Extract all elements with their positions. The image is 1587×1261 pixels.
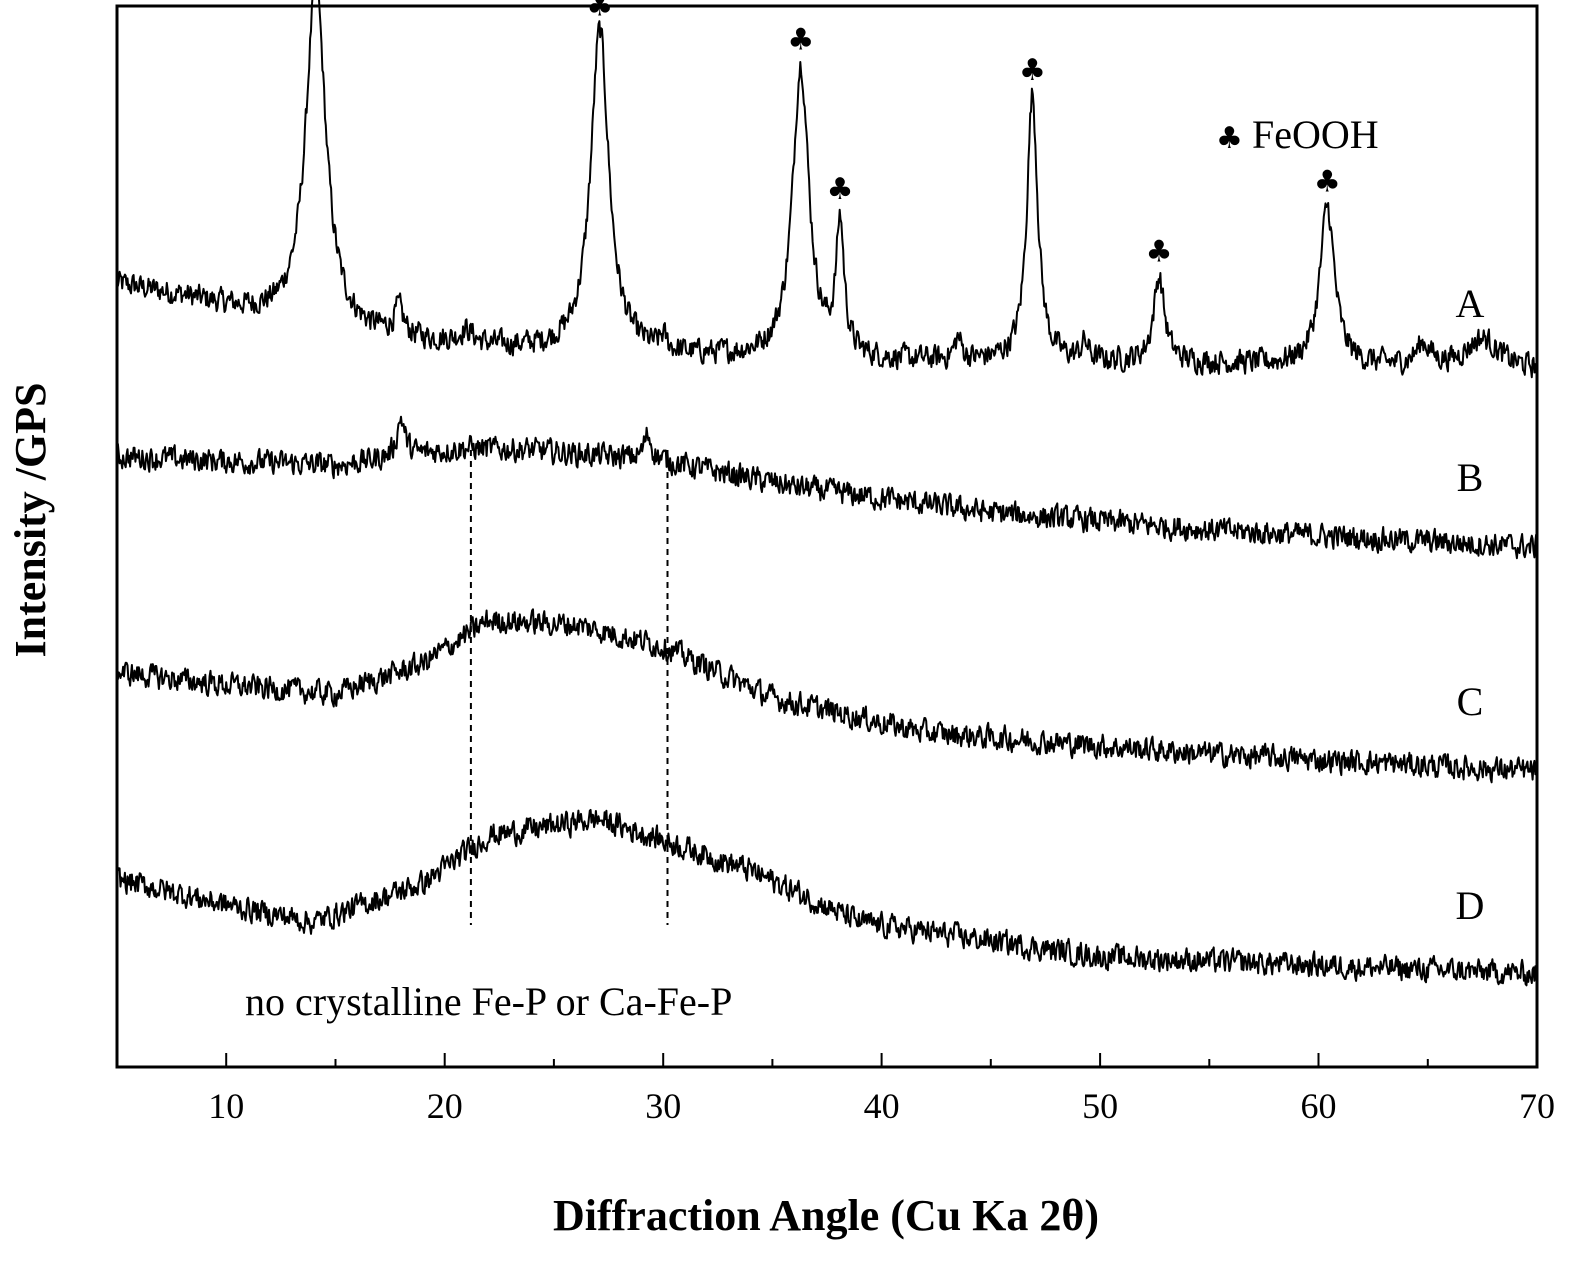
peak-marker-A-2: ♣ (787, 23, 814, 58)
series-labels: A B C D (1456, 281, 1485, 928)
series-label-C: C (1457, 679, 1484, 724)
x-axis-tick-labels: 10 20 30 40 50 60 70 (208, 1086, 1555, 1126)
peak-marker-A-6: ♣ (1314, 165, 1341, 200)
series-label-D: D (1456, 883, 1485, 928)
x-axis-ticks (116, 1053, 1538, 1067)
peak-marker-A-3: ♣ (827, 172, 854, 207)
x-tick-label-50: 50 (1082, 1086, 1118, 1126)
peak-markers: ♣ ♣ ♣ ♣ ♣ ♣ ♣ (586, 0, 1341, 270)
peak-marker-A-4: ♣ (1019, 53, 1046, 88)
series-line-A (116, 0, 1538, 379)
series-line-D (116, 808, 1538, 987)
x-tick-label-20: 20 (427, 1086, 463, 1126)
series-line-B (116, 415, 1538, 560)
series-line-C (116, 608, 1538, 784)
annotation-text: no crystalline Fe-P or Ca-Fe-P (245, 979, 732, 1024)
legend-symbol: ♣ (1216, 121, 1243, 156)
x-tick-label-40: 40 (864, 1086, 900, 1126)
x-tick-label-30: 30 (645, 1086, 681, 1126)
peak-marker-A-5: ♣ (1146, 235, 1173, 270)
legend-label: FeOOH (1252, 112, 1379, 157)
y-axis-title: Intensity /GPS (6, 382, 55, 657)
x-axis-title: Diffraction Angle (Cu Ka 2θ) (553, 1191, 1099, 1240)
legend: ♣ FeOOH (1216, 112, 1379, 157)
peak-marker-A-1: ♣ (586, 0, 613, 23)
reference-lines (469, 450, 669, 925)
x-tick-label-60: 60 (1301, 1086, 1337, 1126)
x-tick-label-70: 70 (1519, 1086, 1555, 1126)
series-lines (116, 0, 1538, 987)
series-label-B: B (1457, 455, 1484, 500)
series-label-A: A (1456, 281, 1485, 326)
x-tick-label-10: 10 (208, 1086, 244, 1126)
